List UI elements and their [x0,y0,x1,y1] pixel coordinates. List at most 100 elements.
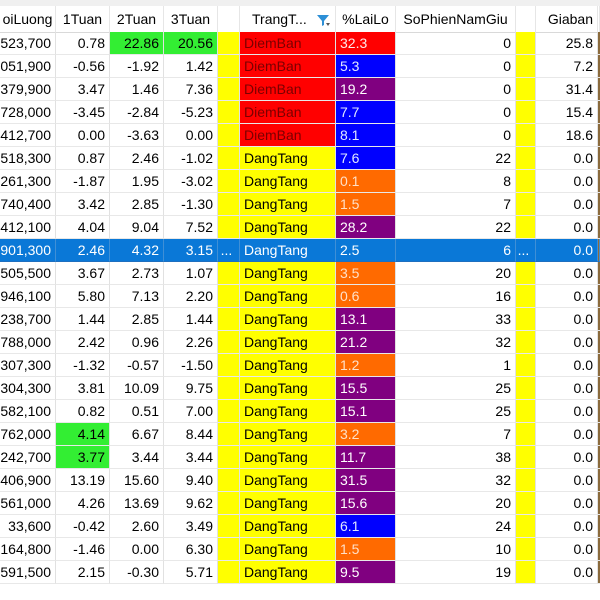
column-header-luong[interactable]: oiLuong [0,6,56,32]
cell-sp1 [218,193,240,216]
right-edge [598,469,600,492]
right-edge [598,193,600,216]
cell-sp2 [516,446,536,469]
table-row[interactable]: 412,100 4.04 9.04 7.52 DangTang 28.2 22 0.0 [0,216,600,239]
cell-sophien: 19 [396,561,516,584]
cell-sophien: 33 [396,308,516,331]
cell-trang: DiemBan [240,101,336,124]
cell-t3: 20.56 [164,32,218,55]
cell-t1: 3.81 [56,377,110,400]
column-header-t2[interactable]: 2Tuan [110,6,164,32]
cell-giaban: 0.0 [536,538,598,561]
filter-sort-icon[interactable] [315,12,331,28]
table-row-selected[interactable]: 901,300 2.46 4.32 3.15... DangTang 2.5 6... 0.0 [0,239,600,262]
table-row[interactable]: 238,700 1.44 2.85 1.44 DangTang 13.1 33 0.0 [0,308,600,331]
cell-t1: 13.19 [56,469,110,492]
table-row[interactable]: 412,700 0.00 -3.63 0.00 DiemBan 8.1 0 18.6 [0,124,600,147]
cell-sp2 [516,561,536,584]
cell-sp1 [218,492,240,515]
cell-t1: -1.87 [56,170,110,193]
column-header-sp1[interactable] [218,6,240,32]
cell-luong: 412,100 [0,216,56,239]
table-row[interactable]: 33,600 -0.42 2.60 3.49 DangTang 6.1 24 0.0 [0,515,600,538]
right-edge [598,124,600,147]
cell-sp1 [218,101,240,124]
column-header-sophien[interactable]: SoPhienNamGiu [396,6,516,32]
cell-t1: 2.42 [56,331,110,354]
cell-sophien: 6 [396,239,516,262]
cell-lailo: 21.2 [336,331,396,354]
table-row[interactable]: 261,300 -1.87 1.95 -3.02 DangTang 0.1 8 0.0 [0,170,600,193]
cell-lailo: 8.1 [336,124,396,147]
cell-trang: DangTang [240,446,336,469]
column-header-trang[interactable]: TrangT... [240,6,336,32]
table-row[interactable]: 242,700 3.77 3.44 3.44 DangTang 11.7 38 0.0 [0,446,600,469]
table-row[interactable]: 740,400 3.42 2.85 -1.30 DangTang 1.5 7 0.0 [0,193,600,216]
cell-trang: DangTang [240,423,336,446]
cell-t3: 0.00 [164,124,218,147]
table-row[interactable]: 591,500 2.15 -0.30 5.71 DangTang 9.5 19 0.0 [0,561,600,584]
table-row[interactable]: 379,900 3.47 1.46 7.36 DiemBan 19.2 0 31.4 [0,78,600,101]
cell-sp2 [516,515,536,538]
cell-lailo: 9.5 [336,561,396,584]
cell-t2: 2.85 [110,308,164,331]
cell-giaban: 0.0 [536,262,598,285]
table-row[interactable]: 051,900 -0.56 -1.92 1.42 DiemBan 5.3 0 7.2 [0,55,600,78]
cell-t2: 3.44 [110,446,164,469]
cell-lailo: 3.2 [336,423,396,446]
cell-t3: 9.75 [164,377,218,400]
cell-t2: 10.09 [110,377,164,400]
cell-sophien: 38 [396,446,516,469]
cell-t1: 3.77 [56,446,110,469]
table-row[interactable]: 582,100 0.82 0.51 7.00 DangTang 15.1 25 0.0 [0,400,600,423]
cell-t1: 0.78 [56,32,110,55]
column-header-lailo[interactable]: %LaiLo [336,6,396,32]
cell-sophien: 0 [396,32,516,55]
cell-t2: 13.69 [110,492,164,515]
cell-sp1 [218,285,240,308]
cell-t1: -1.46 [56,538,110,561]
cell-t2: -3.63 [110,124,164,147]
table-row[interactable]: 728,000 -3.45 -2.84 -5.23 DiemBan 7.7 0 15.4 [0,101,600,124]
cell-giaban: 0.0 [536,377,598,400]
cell-luong: 561,000 [0,492,56,515]
table-row[interactable]: 307,300 -1.32 -0.57 -1.50 DangTang 1.2 1 0.0 [0,354,600,377]
cell-giaban: 0.0 [536,446,598,469]
table-row[interactable]: 164,800 -1.46 0.00 6.30 DangTang 1.5 10 0.0 [0,538,600,561]
right-edge [598,354,600,377]
cell-sp2 [516,147,536,170]
cell-sophien: 0 [396,124,516,147]
table-row[interactable]: 518,300 0.87 2.46 -1.02 DangTang 7.6 22 0.0 [0,147,600,170]
cell-sp2 [516,170,536,193]
cell-trang: DangTang [240,170,336,193]
column-header-t1[interactable]: 1Tuan [56,6,110,32]
table-row[interactable]: 523,700 0.78 22.86 20.56 DiemBan 32.3 0 25.8 [0,32,600,55]
table-row[interactable]: 946,100 5.80 7.13 2.20 DangTang 0.6 16 0.0 [0,285,600,308]
table-row[interactable]: 505,500 3.67 2.73 1.07 DangTang 3.5 20 0.0 [0,262,600,285]
cell-lailo: 32.3 [336,32,396,55]
cell-t2: 9.04 [110,216,164,239]
cell-sp1 [218,331,240,354]
cell-trang: DangTang [240,538,336,561]
table-row[interactable]: 762,000 4.14 6.67 8.44 DangTang 3.2 7 0.0 [0,423,600,446]
column-header-giaban[interactable]: Giaban [536,6,598,32]
table-row[interactable]: 406,900 13.19 15.60 9.40 DangTang 31.5 32 0.0 [0,469,600,492]
column-header-t3[interactable]: 3Tuan [164,6,218,32]
cell-t2: 0.00 [110,538,164,561]
cell-sophien: 24 [396,515,516,538]
cell-lailo: 5.3 [336,55,396,78]
table-row[interactable]: 788,000 2.42 0.96 2.26 DangTang 21.2 32 0.0 [0,331,600,354]
cell-t3: 3.15 [164,239,218,262]
table-row[interactable]: 304,300 3.81 10.09 9.75 DangTang 15.5 25 0.0 [0,377,600,400]
cell-giaban: 7.2 [536,55,598,78]
cell-sp1 [218,423,240,446]
column-header-sp2[interactable] [516,6,536,32]
cell-t2: 0.96 [110,331,164,354]
cell-trang: DiemBan [240,32,336,55]
cell-lailo: 1.5 [336,538,396,561]
table-row[interactable]: 561,000 4.26 13.69 9.62 DangTang 15.6 20 0.0 [0,492,600,515]
cell-sp1 [218,354,240,377]
cell-sophien: 7 [396,423,516,446]
cell-trang: DangTang [240,262,336,285]
